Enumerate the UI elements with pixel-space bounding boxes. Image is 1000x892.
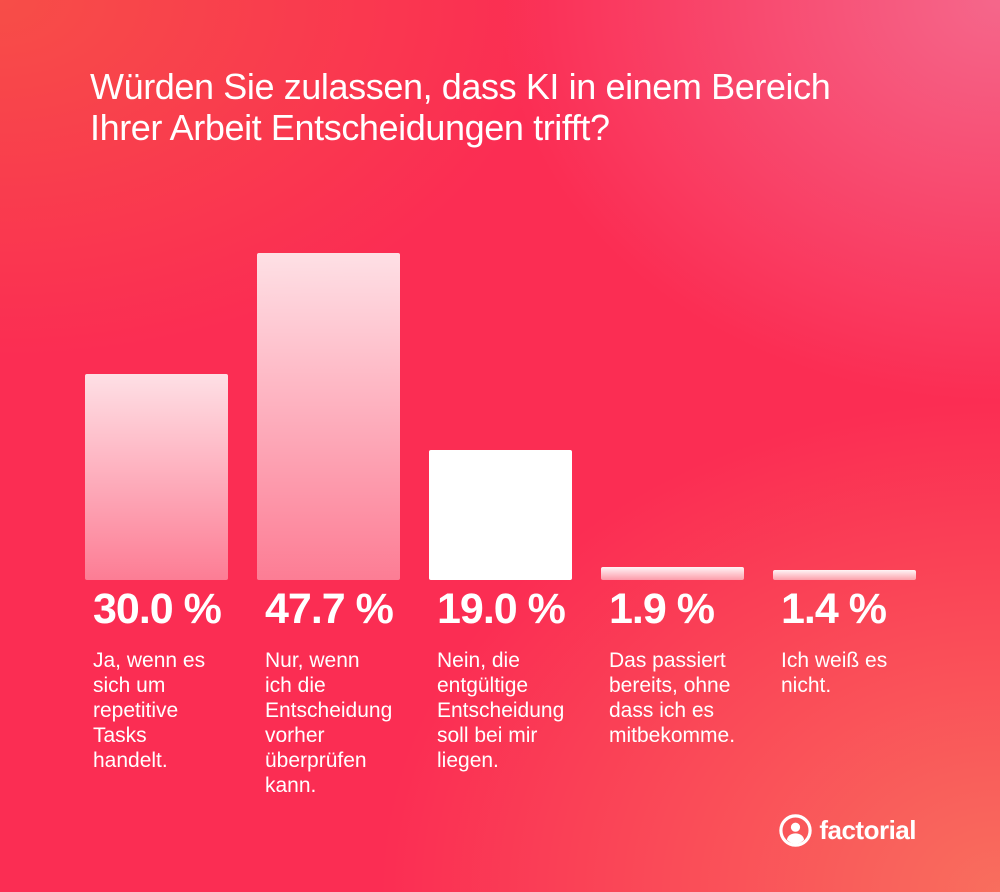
bar-column: 47.7 % Nur, wenn ich die Entscheidung vor…	[257, 0, 417, 892]
factorial-logo-text: factorial	[819, 815, 916, 845]
bar-column: 1.9 % Das passiert bereits, ohne dass ich…	[601, 0, 761, 892]
bar-chart: 30.0 % Ja, wenn es sich um repetitive Tas…	[85, 0, 965, 892]
factorial-logo: factorial	[779, 814, 916, 847]
bar-category-label: Das passiert bereits, ohne dass ich es m…	[609, 649, 736, 747]
chart-title: Würden Sie zulassen, dass KI in einem Be…	[90, 66, 831, 148]
bar-category-label: Ja, wenn es sich um repetitive Tasks han…	[93, 649, 206, 772]
bar-category-label: Nur, wenn ich die Entscheidung vorher üb…	[265, 649, 393, 797]
bar-value-label: 1.9 %	[609, 585, 715, 633]
bar-column: 19.0 % Nein, die entgültige Entscheidung …	[429, 0, 589, 892]
bar-column: 1.4 % Ich weiß es nicht.	[773, 0, 933, 892]
bar	[85, 374, 228, 580]
person-in-circle-icon	[779, 814, 813, 847]
bar	[601, 567, 744, 580]
bar-value-label: 30.0 %	[93, 585, 222, 633]
bar	[773, 570, 916, 580]
bar-column: 30.0 % Ja, wenn es sich um repetitive Tas…	[85, 0, 245, 892]
bar	[257, 253, 400, 580]
bar	[429, 450, 572, 580]
bar-category-label: Nein, die entgültige Entscheidung soll b…	[437, 649, 565, 772]
bar-value-label: 19.0 %	[437, 585, 566, 633]
bar-category-label: Ich weiß es nicht.	[781, 649, 888, 697]
bar-value-label: 47.7 %	[265, 585, 394, 633]
bar-value-label: 1.4 %	[781, 585, 887, 633]
